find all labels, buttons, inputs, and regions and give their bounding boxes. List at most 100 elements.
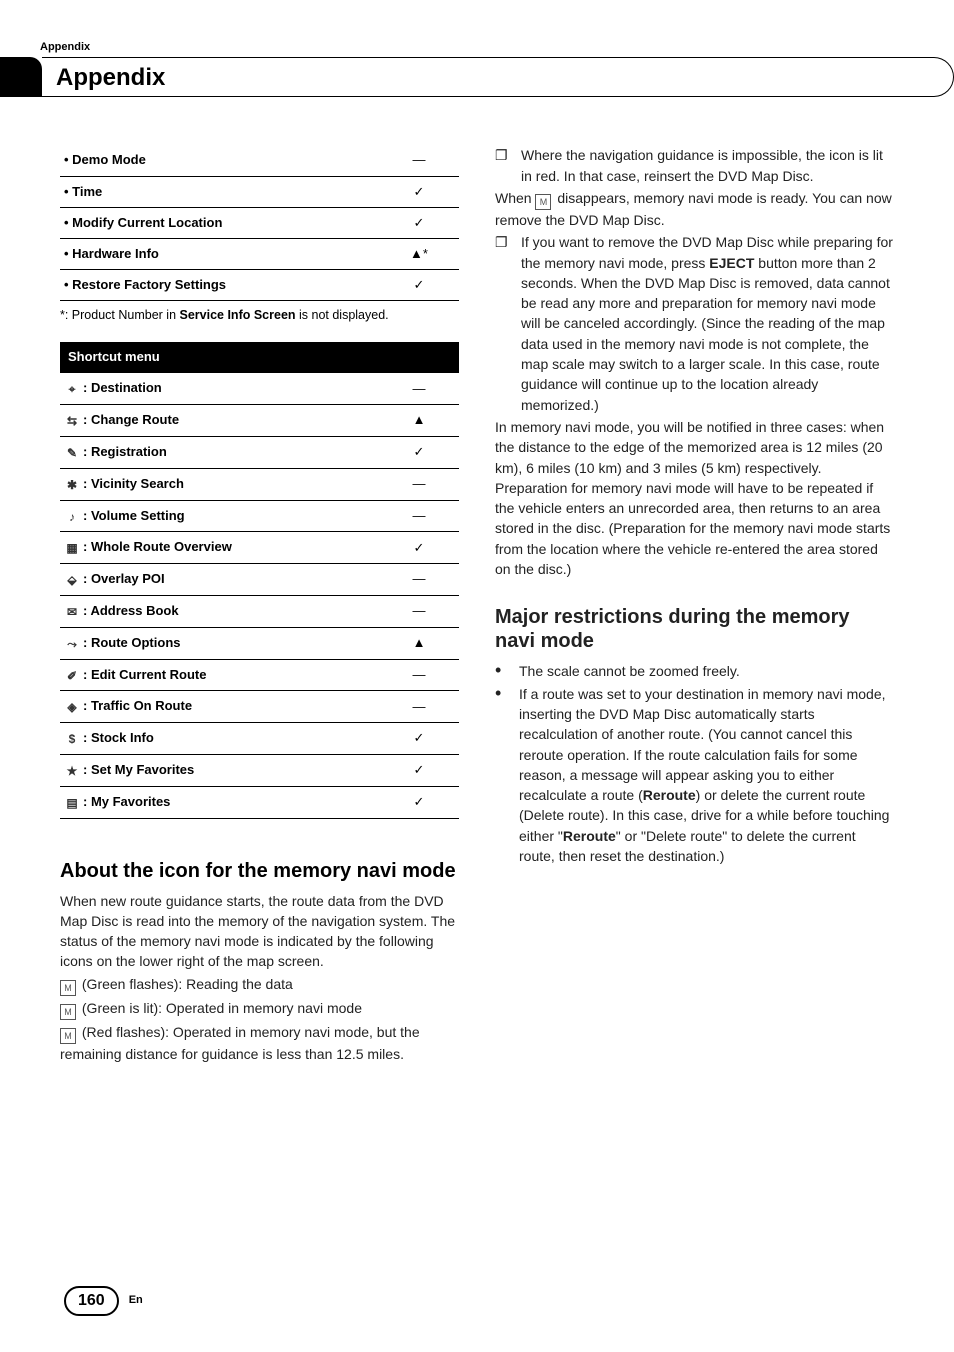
shortcut-mark: ✓ [379, 436, 459, 468]
reroute-label: Reroute [563, 828, 616, 844]
footnote-pre: *: Product Number in [60, 308, 180, 322]
settings-row-label: • Hardware Info [60, 238, 379, 269]
shortcut-mark: — [379, 373, 459, 405]
shortcut-row: ▤: My Favorites [60, 786, 379, 818]
list-item: • The scale cannot be zoomed freely. [495, 661, 894, 681]
shortcut-mark: ✓ [379, 754, 459, 786]
shortcut-label: : Whole Route Overview [83, 539, 232, 554]
shortcut-mark: ✓ [379, 532, 459, 564]
footnote-bold: Service Info Screen [180, 308, 296, 322]
chapter-frame: Appendix [42, 57, 954, 97]
eject-label: EJECT [709, 255, 754, 271]
shortcut-row: $: Stock Info [60, 723, 379, 755]
shortcut-row: ⇆: Change Route [60, 405, 379, 437]
shortcut-label: : Stock Info [83, 730, 154, 745]
bullet-dot-icon: • [495, 684, 509, 867]
icon-line: M (Red flashes): Operated in memory navi… [60, 1022, 459, 1064]
left-column: • Demo Mode— • Time✓ • Modify Current Lo… [60, 145, 459, 1066]
lang-label: En [129, 1293, 143, 1308]
note-text: Where the navigation guidance is impossi… [521, 145, 894, 186]
set-favorites-icon: ★ [64, 763, 80, 780]
shortcut-row: ✐: Edit Current Route [60, 659, 379, 691]
note-text-b: button more than 2 seconds. When the DVD… [521, 255, 890, 413]
shortcut-label: : My Favorites [83, 794, 170, 809]
shortcut-row: ▦: Whole Route Overview [60, 532, 379, 564]
chapter-title: Appendix [56, 61, 165, 95]
shortcut-row: ⌖: Destination [60, 373, 379, 405]
change-route-icon: ⇆ [64, 413, 80, 430]
shortcut-mark: — [379, 564, 459, 596]
right-para: In memory navi mode, you will be notifie… [495, 417, 894, 579]
shortcut-mark: — [379, 468, 459, 500]
address-book-icon: ✉ [64, 604, 80, 621]
reroute-label: Reroute [643, 787, 696, 803]
shortcut-row: ✉: Address Book [60, 595, 379, 627]
note-item: ❐ Where the navigation guidance is impos… [495, 145, 894, 186]
my-favorites-icon: ▤ [64, 795, 80, 812]
settings-row-label: • Restore Factory Settings [60, 270, 379, 301]
list-text-a: If a route was set to your destination i… [519, 686, 886, 803]
note-text: If you want to remove the DVD Map Disc w… [521, 232, 894, 415]
shortcut-label: : Registration [83, 444, 167, 459]
settings-row-label: • Time [60, 176, 379, 207]
settings-row-mark: ✓ [379, 207, 459, 238]
shortcut-label: : Vicinity Search [83, 476, 184, 491]
shortcut-menu-table: Shortcut menu ⌖: Destination— ⇆: Change … [60, 342, 459, 818]
settings-row-mark: — [379, 145, 459, 176]
edit-route-icon: ✐ [64, 668, 80, 685]
shortcut-mark: ✓ [379, 786, 459, 818]
right-mid-para: When M disappears, memory navi mode is r… [495, 188, 894, 230]
settings-table: • Demo Mode— • Time✓ • Modify Current Lo… [60, 145, 459, 301]
icon-line-text: (Red flashes): Operated in memory navi m… [60, 1024, 420, 1062]
list-item: • If a route was set to your destination… [495, 684, 894, 867]
shortcut-label: : Destination [83, 380, 162, 395]
note-item: ❐ If you want to remove the DVD Map Disc… [495, 232, 894, 415]
right-column: ❐ Where the navigation guidance is impos… [495, 145, 894, 1066]
shortcut-mark: ▲ [379, 627, 459, 659]
vicinity-search-icon: ✱ [64, 477, 80, 494]
memory-navi-icon: M [60, 1028, 76, 1044]
shortcut-row: ◈: Traffic On Route [60, 691, 379, 723]
stock-info-icon: $ [64, 731, 80, 748]
left-body: When new route guidance starts, the rout… [60, 891, 459, 1064]
overlay-poi-icon: ⬙ [64, 572, 80, 589]
section-label: Appendix [40, 40, 894, 55]
shortcut-row: ★: Set My Favorites [60, 754, 379, 786]
shortcut-row: ♪: Volume Setting [60, 500, 379, 532]
shortcut-label: : Route Options [83, 635, 181, 650]
shortcut-label: : Change Route [83, 412, 179, 427]
icon-line-text: (Green flashes): Reading the data [78, 976, 293, 992]
right-mid-pre: When [495, 190, 535, 206]
shortcut-row: ✎: Registration [60, 436, 379, 468]
list-item-text: The scale cannot be zoomed freely. [519, 661, 740, 681]
note-bullet-icon: ❐ [495, 145, 511, 186]
chapter-band: Appendix [0, 57, 954, 97]
shortcut-label: : Overlay POI [83, 571, 165, 586]
shortcut-header: Shortcut menu [60, 342, 459, 373]
page-number: 160 [64, 1286, 119, 1316]
shortcut-label: : Traffic On Route [83, 698, 192, 713]
destination-icon: ⌖ [64, 381, 80, 398]
settings-row-mark: ✓ [379, 270, 459, 301]
shortcut-row: ⬙: Overlay POI [60, 564, 379, 596]
shortcut-mark: — [379, 595, 459, 627]
whole-route-icon: ▦ [64, 540, 80, 557]
shortcut-label: : Set My Favorites [83, 762, 194, 777]
bullet-dot-icon: • [495, 661, 509, 681]
shortcut-mark: ▲ [379, 405, 459, 437]
shortcut-mark: — [379, 500, 459, 532]
registration-icon: ✎ [64, 445, 80, 462]
shortcut-label: : Address Book [83, 603, 179, 618]
left-body-para: When new route guidance starts, the rout… [60, 891, 459, 972]
shortcut-row: ✱: Vicinity Search [60, 468, 379, 500]
page-footer: 160 En [64, 1286, 143, 1316]
shortcut-label: : Edit Current Route [83, 667, 207, 682]
traffic-icon: ◈ [64, 699, 80, 716]
settings-row-mark: ▲* [379, 238, 459, 269]
icon-line-text: (Green is lit): Operated in memory navi … [78, 1000, 362, 1016]
icon-line: M (Green flashes): Reading the data [60, 974, 459, 996]
right-mid-post: disappears, memory navi mode is ready. Y… [495, 190, 892, 228]
settings-row-label: • Demo Mode [60, 145, 379, 176]
memory-navi-icon: M [60, 1004, 76, 1020]
restrictions-list: • The scale cannot be zoomed freely. • If… [495, 661, 894, 866]
